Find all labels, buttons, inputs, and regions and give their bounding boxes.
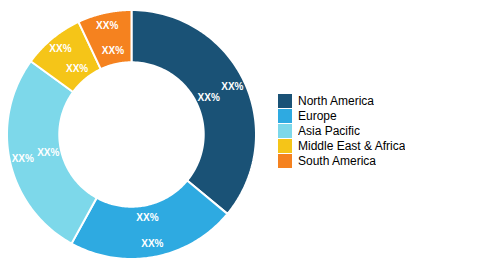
svg-text:XX%: XX% bbox=[136, 212, 158, 223]
svg-text:XX%: XX% bbox=[221, 81, 243, 92]
html-text:Europe: Europe bbox=[298, 108, 337, 123]
svg-text:XX%: XX% bbox=[49, 43, 71, 54]
svg-text:XX%: XX% bbox=[141, 238, 163, 249]
svg-text:XX%: XX% bbox=[37, 147, 59, 158]
svg-text:XX%: XX% bbox=[102, 45, 124, 56]
svg-text:XX%: XX% bbox=[96, 20, 118, 31]
html-text:North America: North America bbox=[298, 93, 374, 108]
html-text:South America: South America bbox=[298, 153, 376, 168]
svg-text:XX%: XX% bbox=[198, 92, 220, 103]
html-text:Middle East & Africa: Middle East & Africa bbox=[298, 138, 406, 153]
svg-text:XX%: XX% bbox=[66, 63, 88, 74]
html-text:Asia Pacific: Asia Pacific bbox=[298, 123, 360, 138]
svg-text:XX%: XX% bbox=[12, 153, 34, 164]
